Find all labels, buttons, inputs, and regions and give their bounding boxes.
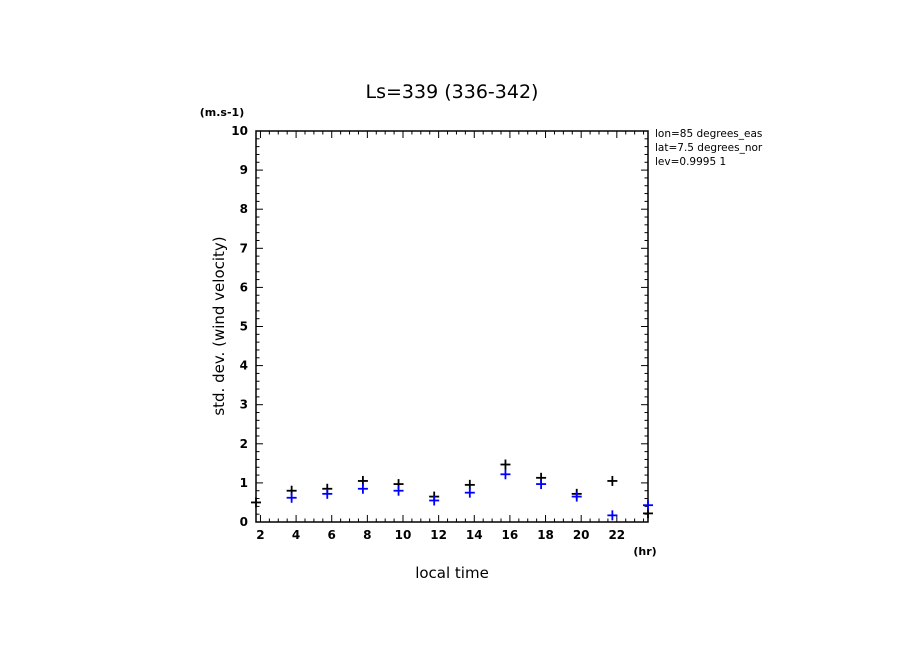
- x-tick-label: 6: [328, 528, 336, 542]
- data-point-series-1: [357, 483, 368, 494]
- data-point-series-1: [429, 495, 440, 506]
- y-tick-label: 2: [240, 437, 248, 451]
- annotation-lat: lat=7.5 degrees_nor: [655, 142, 763, 154]
- x-axis-unit: (hr): [633, 545, 656, 558]
- x-tick-label: 18: [537, 528, 554, 542]
- y-tick-label: 6: [240, 280, 248, 294]
- x-tick-label: 20: [573, 528, 590, 542]
- data-points: [251, 459, 653, 521]
- y-tick-label: 5: [240, 320, 248, 334]
- data-point-series-1: [643, 500, 653, 511]
- data-point-series-1: [393, 485, 404, 496]
- x-tick-label: 16: [502, 528, 519, 542]
- tick-marks: [256, 130, 648, 523]
- y-tick-label: 1: [240, 476, 248, 490]
- data-point-series-1: [286, 492, 297, 503]
- x-tick-label: 4: [292, 528, 300, 542]
- annotation-lev: lev=0.9995 1: [655, 156, 726, 168]
- data-point-series-1: [536, 479, 547, 490]
- x-axis-label: local time: [415, 564, 489, 582]
- y-tick-label: 9: [240, 163, 248, 177]
- y-tick-label: 7: [240, 241, 248, 255]
- data-point-series-1: [322, 488, 333, 499]
- data-point-series-0: [500, 459, 511, 470]
- data-point-series-1: [607, 510, 618, 521]
- annotation-group: lon=85 degrees_eas lat=7.5 degrees_nor l…: [655, 128, 763, 168]
- plot-frame: [255, 130, 649, 523]
- y-tick-label: 0: [240, 515, 248, 529]
- x-tick-label: 12: [430, 528, 447, 542]
- data-point-series-1: [571, 491, 582, 502]
- y-tick-label: 3: [240, 398, 248, 412]
- x-tick-label: 8: [363, 528, 371, 542]
- x-tick-label: 2: [256, 528, 264, 542]
- y-tick-label: 4: [240, 359, 248, 373]
- y-tick-label: 8: [240, 202, 248, 216]
- annotation-lon: lon=85 degrees_eas: [655, 128, 762, 140]
- x-tick-label: 14: [466, 528, 483, 542]
- y-axis-label: std. dev. (wind velocity): [210, 236, 228, 415]
- chart-title: Ls=339 (336-342): [366, 81, 539, 103]
- x-tick-label: 10: [395, 528, 412, 542]
- x-tick-label: 22: [608, 528, 625, 542]
- data-point-series-1: [500, 469, 511, 480]
- y-axis-unit: (m.s-1): [200, 106, 244, 119]
- y-tick-label: 10: [231, 124, 248, 138]
- data-point-series-1: [464, 487, 475, 498]
- data-point-series-0: [251, 497, 261, 508]
- data-point-series-0: [607, 475, 618, 486]
